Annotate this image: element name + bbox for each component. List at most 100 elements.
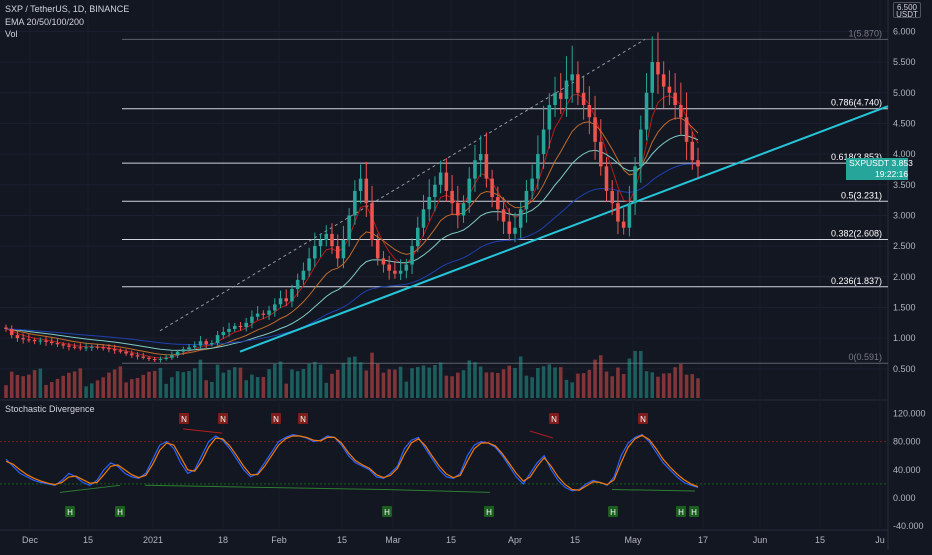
- stochastic-pane: H H H H H H HN N N N N N: [0, 413, 888, 517]
- currency-badge-unit: USDT: [896, 10, 918, 19]
- bear-marker-box: [638, 413, 648, 424]
- volume-bar: [621, 374, 626, 398]
- volume-bar: [341, 362, 346, 398]
- candle-body: [135, 355, 140, 357]
- candle-body: [284, 298, 289, 302]
- candle-body: [490, 178, 494, 198]
- candle-body: [375, 239, 380, 259]
- volume-bar: [273, 363, 277, 398]
- volume-bar: [456, 372, 460, 398]
- candle-body: [90, 346, 94, 348]
- volume-bar: [547, 364, 552, 398]
- volume-bar: [364, 370, 369, 398]
- fib-level-label: 0.382(2.608): [831, 228, 882, 238]
- candle-body: [324, 233, 329, 240]
- candle-body: [38, 340, 43, 342]
- candle-body: [410, 246, 414, 265]
- volume-bar: [553, 367, 557, 398]
- candle-body: [238, 325, 243, 328]
- candle-body: [656, 62, 660, 75]
- candle-body: [261, 313, 266, 315]
- time-tick-label: Ju: [875, 535, 885, 545]
- price-tag-symbol: SXPUSDT: [849, 158, 890, 168]
- candle-body: [198, 341, 203, 346]
- volume-bar: [650, 372, 655, 398]
- candle-body: [570, 74, 574, 81]
- volume-bar: [536, 368, 540, 398]
- candle-body: [84, 347, 88, 349]
- stochastic-label[interactable]: Stochastic Divergence: [5, 404, 95, 414]
- candle-body: [393, 270, 397, 274]
- candle-body: [684, 117, 689, 142]
- volume-bar: [473, 362, 477, 398]
- currency-badge[interactable]: 6.500 USDT: [893, 2, 921, 19]
- bear-marker-label: N: [551, 415, 557, 424]
- candle-body: [444, 172, 449, 191]
- volume-bar: [175, 371, 180, 398]
- time-tick-label: 15: [337, 535, 347, 545]
- bull-marker-box: [65, 506, 75, 517]
- volume-bar: [404, 381, 409, 398]
- trendlines: [159, 38, 889, 353]
- bull-marker-label: H: [678, 508, 684, 517]
- volume-bar: [244, 380, 248, 398]
- volume-bar: [581, 373, 586, 398]
- price-tag-price: 3.853: [891, 158, 913, 168]
- ema-line: [5, 163, 699, 345]
- volume-bar: [101, 377, 105, 398]
- bull-marker-label: H: [67, 508, 73, 517]
- candle-body: [450, 190, 454, 204]
- volume-bar: [524, 375, 529, 398]
- volume-bar: [192, 368, 197, 398]
- volume-label[interactable]: Vol: [5, 29, 18, 39]
- volume-bar: [576, 373, 580, 398]
- volume-bar: [187, 371, 191, 398]
- stoch-tick-label: 0.000: [893, 493, 916, 503]
- currency-badge-price: 6.500: [896, 3, 918, 12]
- volume-bar: [49, 381, 54, 398]
- candle-body: [421, 209, 426, 228]
- volume-bar: [141, 374, 146, 398]
- candle-body: [496, 197, 500, 210]
- volume-bar: [627, 358, 632, 398]
- volume-bar: [250, 374, 254, 398]
- candle-body: [347, 215, 351, 240]
- volume-bar: [353, 356, 357, 398]
- volume-bar: [335, 369, 340, 398]
- volume-bar: [467, 360, 472, 398]
- bull-divergence-line: [144, 484, 386, 491]
- bull-marker-label: H: [117, 508, 123, 517]
- volume-bar: [661, 373, 666, 398]
- candle-body: [513, 227, 517, 234]
- volume-bar: [215, 364, 220, 398]
- volume-bar: [593, 359, 597, 398]
- volume-bar: [72, 371, 77, 398]
- price-tick-label: 6.000: [893, 26, 916, 36]
- candle-body: [301, 270, 306, 280]
- time-tick-label: Jun: [753, 535, 768, 545]
- volume-bar: [232, 367, 237, 398]
- ema-indicator-label[interactable]: EMA 20/50/100/200: [5, 17, 85, 27]
- candle-body: [164, 357, 168, 360]
- volume-bar: [9, 371, 14, 398]
- volume-bar: [78, 368, 83, 398]
- bear-marker-box: [218, 413, 228, 424]
- volume-bar: [90, 383, 94, 398]
- candle-body: [152, 359, 157, 361]
- bull-divergence-line: [384, 489, 491, 493]
- volume-bar: [204, 380, 208, 398]
- bear-marker-label: N: [220, 415, 226, 424]
- volume-bar: [267, 369, 271, 398]
- candle-body: [461, 203, 466, 216]
- candle-body: [9, 328, 14, 336]
- volume-bar: [610, 376, 614, 398]
- candle-body: [370, 203, 374, 240]
- candle-body: [633, 166, 637, 204]
- candle-body: [398, 270, 403, 274]
- ema-line: [5, 134, 699, 351]
- volume-bar: [158, 367, 163, 398]
- candle-body: [604, 166, 609, 191]
- candle-body: [330, 233, 334, 247]
